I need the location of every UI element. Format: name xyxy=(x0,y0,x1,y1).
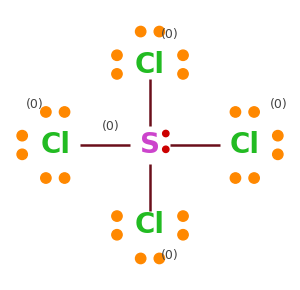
Circle shape xyxy=(112,211,122,221)
Circle shape xyxy=(59,173,70,183)
Circle shape xyxy=(59,107,70,117)
Circle shape xyxy=(41,107,51,117)
Circle shape xyxy=(230,173,241,183)
Circle shape xyxy=(136,253,146,264)
Circle shape xyxy=(163,130,169,137)
Circle shape xyxy=(178,50,188,60)
Text: (0): (0) xyxy=(270,98,288,111)
Circle shape xyxy=(178,230,188,240)
Circle shape xyxy=(249,173,259,183)
Circle shape xyxy=(178,69,188,79)
Text: Cl: Cl xyxy=(230,131,260,159)
Text: (0): (0) xyxy=(26,98,44,111)
Text: (0): (0) xyxy=(161,28,179,41)
Circle shape xyxy=(273,149,283,160)
Circle shape xyxy=(178,211,188,221)
Circle shape xyxy=(230,107,241,117)
Circle shape xyxy=(112,230,122,240)
Circle shape xyxy=(112,50,122,60)
Circle shape xyxy=(17,130,27,141)
Circle shape xyxy=(273,130,283,141)
Text: (0): (0) xyxy=(161,249,179,262)
Text: (0): (0) xyxy=(102,120,120,133)
Text: Cl: Cl xyxy=(135,50,165,79)
Text: S: S xyxy=(140,131,160,159)
Circle shape xyxy=(154,253,164,264)
Circle shape xyxy=(41,173,51,183)
Circle shape xyxy=(17,149,27,160)
Circle shape xyxy=(249,107,259,117)
Circle shape xyxy=(112,69,122,79)
Circle shape xyxy=(154,26,164,37)
Text: Cl: Cl xyxy=(40,131,70,159)
Circle shape xyxy=(136,26,146,37)
Text: Cl: Cl xyxy=(135,211,165,240)
Circle shape xyxy=(163,146,169,153)
